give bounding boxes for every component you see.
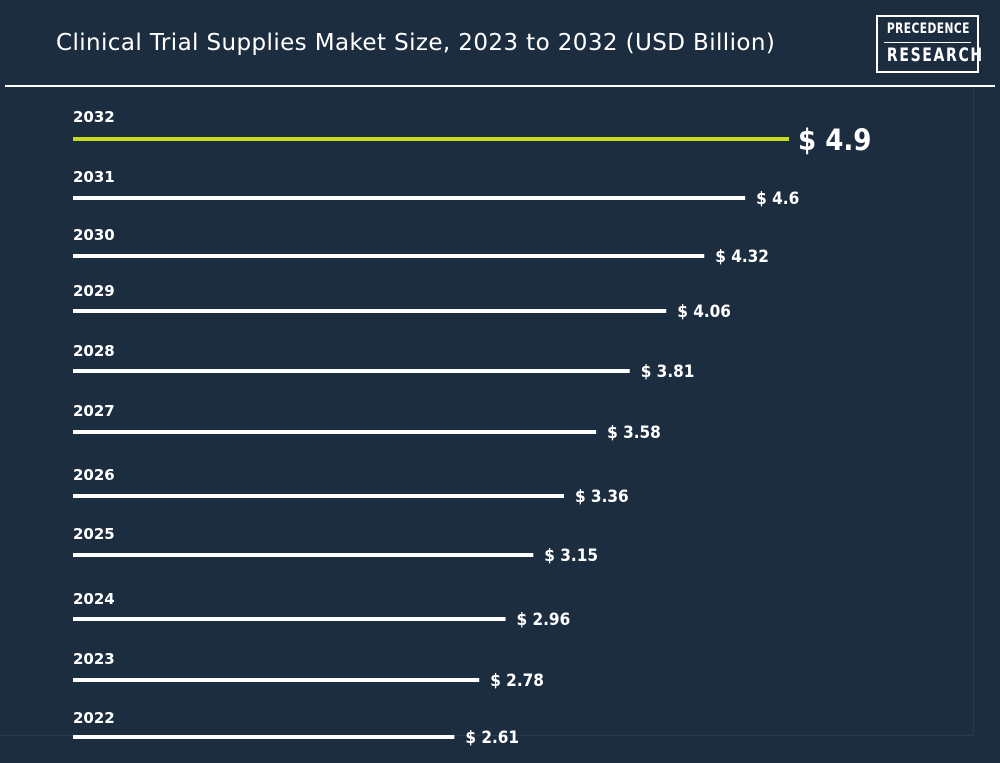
- year-label-2032: 2032: [73, 108, 115, 126]
- value-label-2030: $ 4.32: [715, 247, 769, 267]
- value-label-2029: $ 4.06: [677, 302, 731, 322]
- year-label-2029: 2029: [73, 282, 115, 300]
- bar-2025: [73, 553, 534, 557]
- frame-bottom-border: [0, 735, 974, 736]
- precedence-research-logo: PRECEDENCE RESEARCH: [876, 15, 984, 73]
- year-label-2031: 2031: [73, 168, 115, 186]
- value-label-2024: $ 2.96: [517, 610, 571, 630]
- frame-right-border: [973, 87, 974, 735]
- bar-2026: [73, 494, 564, 498]
- value-label-2022: $ 2.61: [465, 728, 519, 748]
- value-label-2032: $ 4.9: [798, 123, 871, 157]
- year-label-2030: 2030: [73, 226, 115, 244]
- bar-2022: [73, 735, 455, 739]
- bar-2029: [73, 309, 667, 313]
- value-label-2023: $ 2.78: [490, 671, 544, 691]
- logo-line-2: RESEARCH: [886, 44, 984, 66]
- value-label-2031: $ 4.6: [756, 189, 799, 209]
- logo-line-1: PRECEDENCE: [886, 21, 970, 37]
- header-divider: [5, 85, 995, 87]
- year-label-2025: 2025: [73, 525, 115, 543]
- logo-divider: [884, 42, 971, 43]
- year-label-2024: 2024: [73, 590, 115, 608]
- value-label-2028: $ 3.81: [641, 362, 695, 382]
- year-label-2023: 2023: [73, 650, 115, 668]
- bar-2030: [73, 254, 705, 258]
- year-label-2026: 2026: [73, 466, 115, 484]
- bar-2032: [73, 137, 789, 141]
- bar-2027: [73, 430, 597, 434]
- bar-2024: [73, 617, 506, 621]
- value-label-2026: $ 3.36: [575, 487, 629, 507]
- year-label-2027: 2027: [73, 402, 115, 420]
- bar-2028: [73, 369, 630, 373]
- value-label-2027: $ 3.58: [607, 423, 661, 443]
- year-label-2022: 2022: [73, 709, 115, 727]
- value-label-2025: $ 3.15: [544, 546, 598, 566]
- chart-title: Clinical Trial Supplies Maket Size, 2023…: [56, 30, 776, 56]
- year-label-2028: 2028: [73, 342, 115, 360]
- bar-2023: [73, 678, 480, 682]
- bar-2031: [73, 196, 746, 200]
